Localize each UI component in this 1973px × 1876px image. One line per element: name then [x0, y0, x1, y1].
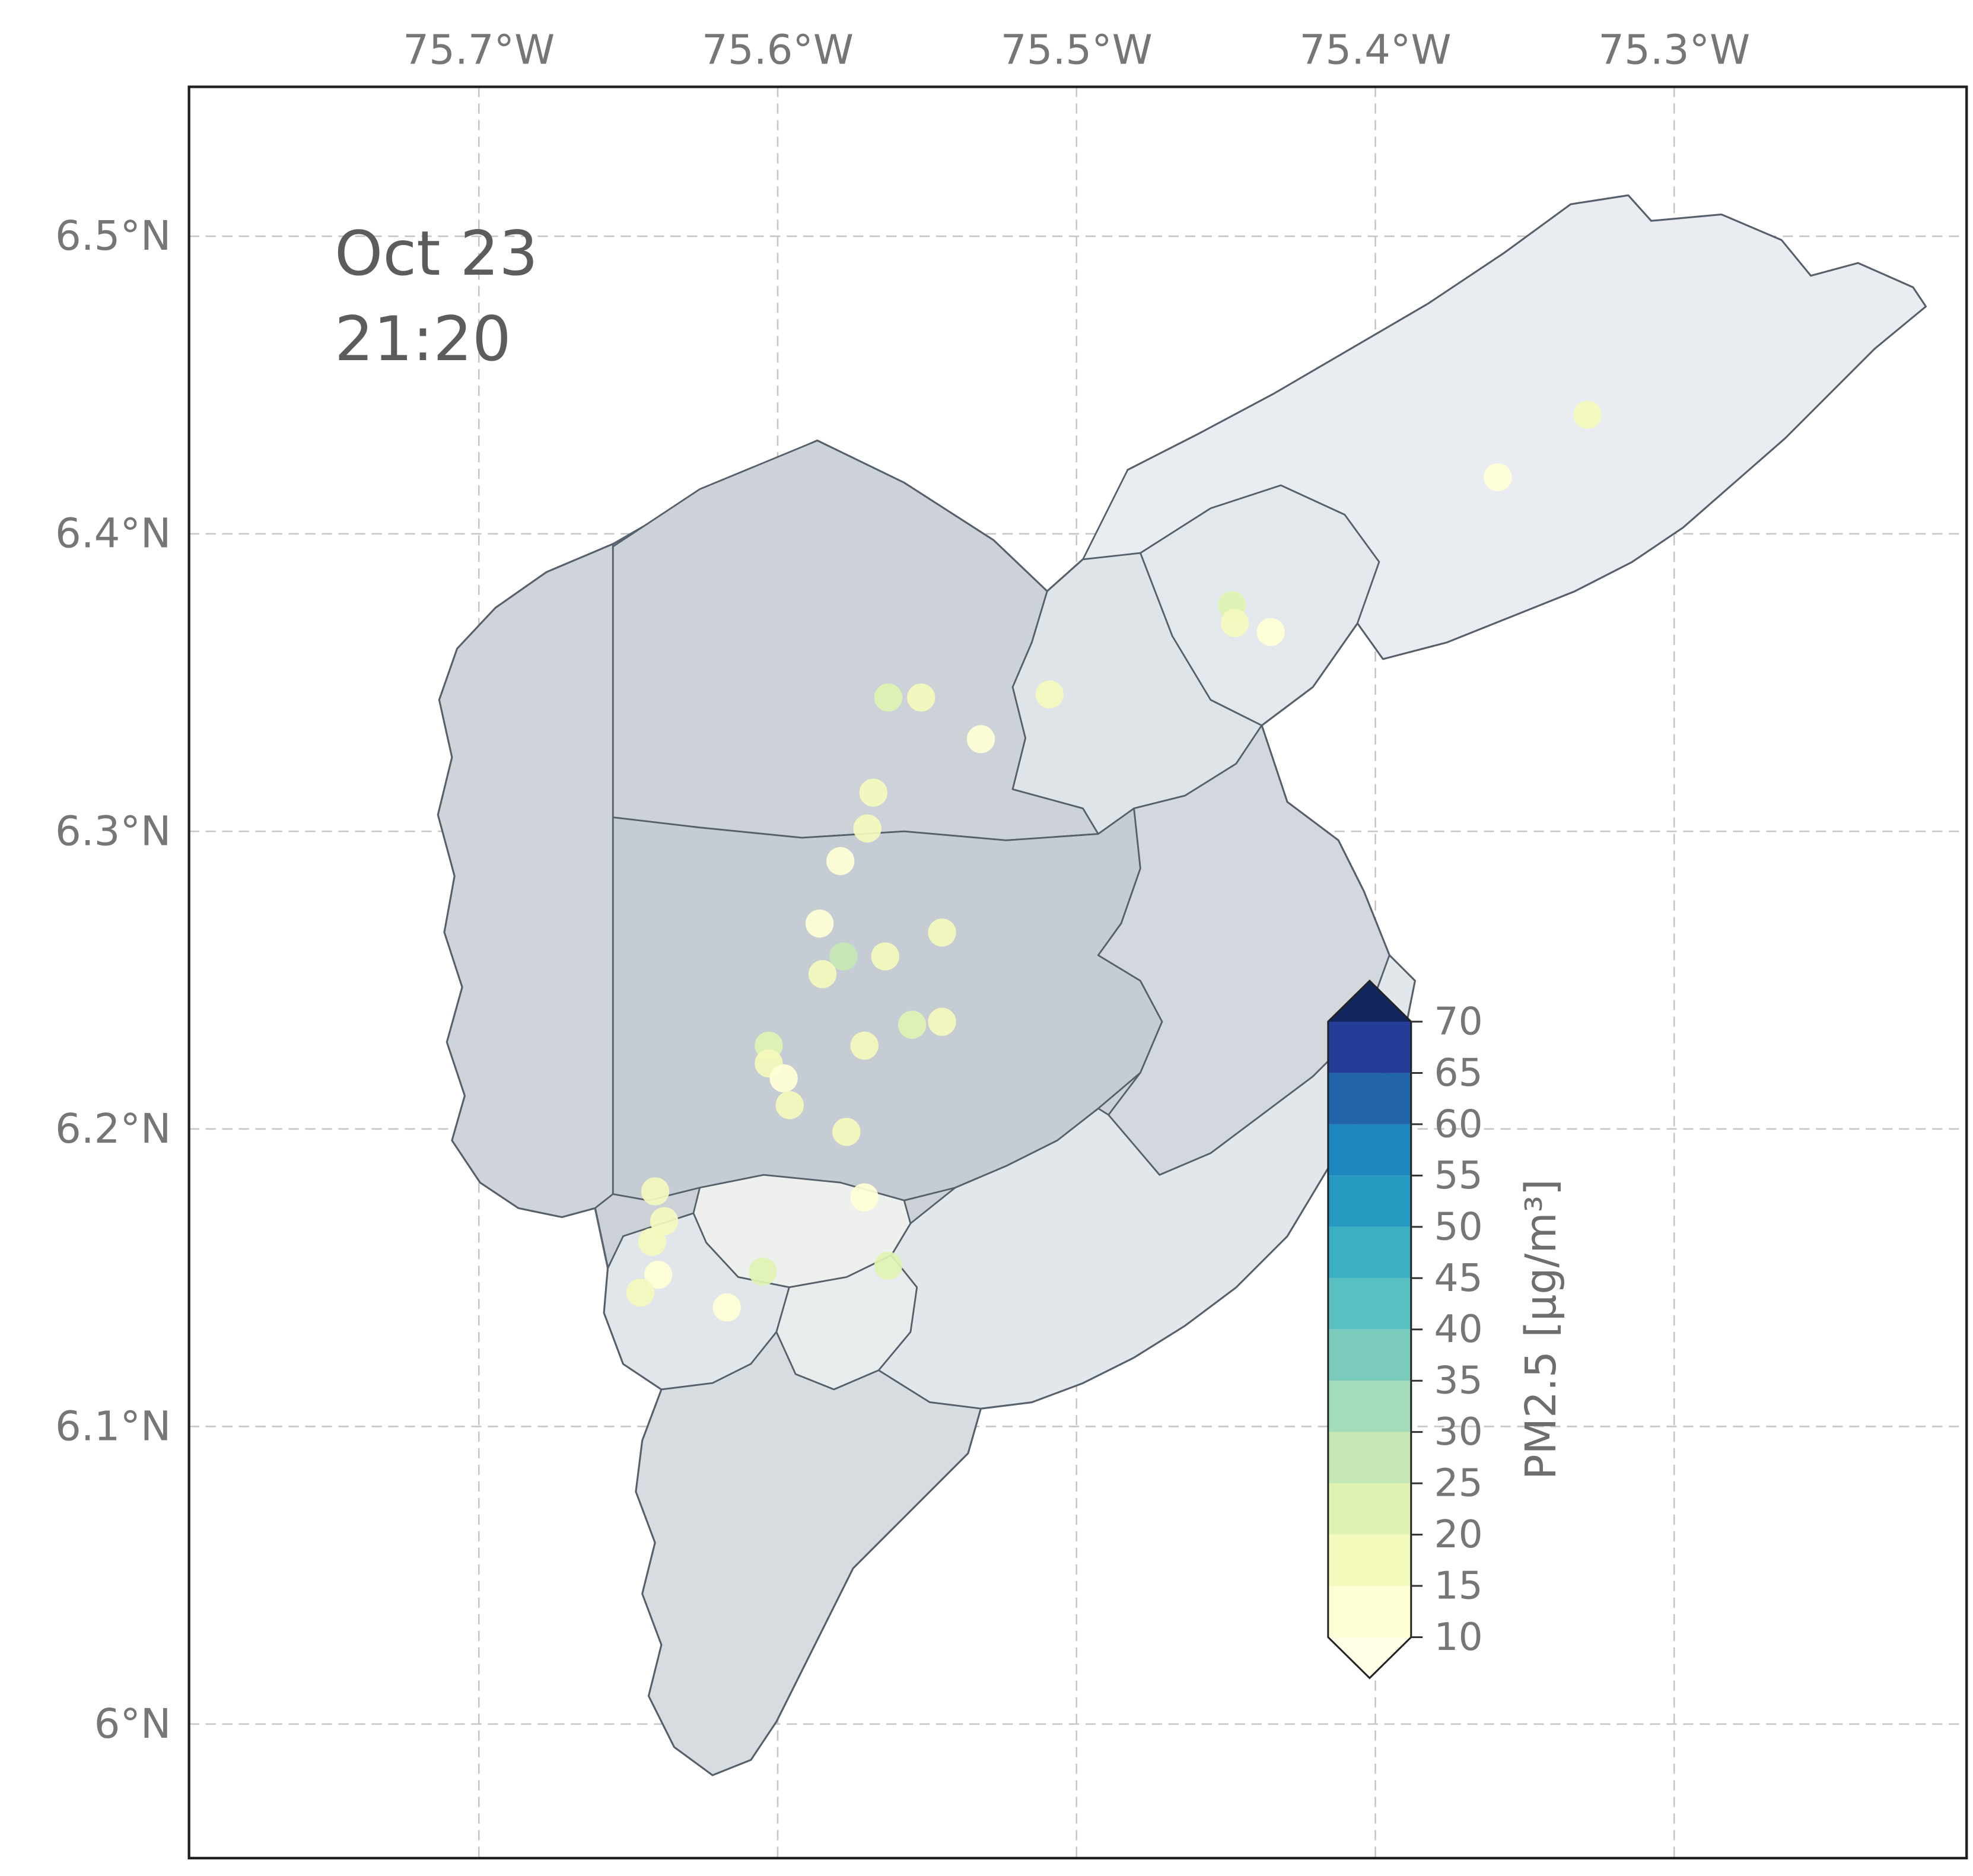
colorbar-under-arrow: [1328, 1637, 1411, 1678]
pm25-station-dot: [805, 909, 834, 938]
pm25-station-dot: [769, 1064, 798, 1093]
pm25-station-dot: [871, 942, 899, 971]
colorbar-segment: [1328, 1329, 1411, 1381]
pm25-station-dot: [966, 725, 995, 753]
map-region-south-tip: [635, 1331, 982, 1776]
colorbar-ticks: 70 65 60 55 50 45 40 35 30 25 20 15 10: [1411, 999, 1483, 1659]
lat-tick-label: 6.3°N: [55, 807, 171, 855]
colorbar-tick-label: 30: [1434, 1410, 1483, 1454]
colorbar: 70 65 60 55 50 45 40 35 30 25 20 15 10 PM2.5 [µg/m³]: [1327, 979, 1565, 1680]
axes-frame: [187, 85, 1968, 1860]
colorbar-segments: [1328, 981, 1411, 1678]
timestamp-time: 21:20: [335, 304, 511, 375]
colorbar-segment: [1328, 1175, 1411, 1227]
pm25-station-dot: [874, 683, 903, 712]
pm25-station-dot: [907, 683, 935, 712]
municipality-map: [437, 194, 1927, 1776]
pm25-station-dot: [650, 1207, 679, 1235]
colorbar-tick-label: 55: [1434, 1153, 1483, 1198]
map-region-northeast-arm: [1082, 194, 1927, 660]
pm25-station-dot: [644, 1260, 673, 1289]
latitude-axis: 6.5°N 6.4°N 6.3°N 6.2°N 6.1°N 6°N: [55, 212, 171, 1748]
colorbar-segment: [1328, 1073, 1411, 1124]
colorbar-tick-label: 50: [1434, 1204, 1483, 1249]
colorbar-tick-label: 15: [1434, 1564, 1483, 1608]
pm25-station-dot: [850, 1031, 879, 1060]
timestamp-date: Oct 23: [335, 218, 538, 290]
pm25-station-dot: [850, 1183, 879, 1212]
pm25-station-dot: [775, 1091, 804, 1120]
timestamp: Oct 23 21:20: [335, 218, 538, 375]
pm25-station-dot: [853, 814, 882, 842]
pm25-station-dot: [826, 847, 855, 876]
colorbar-segment: [1328, 1278, 1411, 1330]
colorbar-tick-label: 25: [1434, 1461, 1483, 1506]
pm25-scatter-layer: [626, 400, 1602, 1322]
lat-tick-label: 6.2°N: [55, 1105, 171, 1153]
lat-tick-label: 6.4°N: [55, 510, 171, 558]
colorbar-segment: [1328, 1226, 1411, 1279]
colorbar-tick-label: 40: [1434, 1307, 1483, 1352]
pm25-station-dot: [1573, 400, 1602, 429]
lat-tick-label: 6°N: [94, 1700, 171, 1748]
pm25-station-dot: [1484, 463, 1512, 492]
lat-tick-label: 6.5°N: [55, 212, 171, 260]
colorbar-segment: [1328, 1432, 1411, 1484]
lat-tick-label: 6.1°N: [55, 1403, 171, 1450]
colorbar-over-arrow: [1328, 981, 1411, 1022]
longitude-axis: 75.7°W 75.6°W 75.5°W 75.4°W 75.3°W: [403, 27, 1750, 74]
colorbar-tick-label: 65: [1434, 1051, 1483, 1095]
pm25-station-dot: [712, 1293, 742, 1322]
colorbar-segment: [1328, 1381, 1411, 1432]
pm25-station-dot: [928, 1007, 956, 1036]
pm25-station-dot: [898, 1010, 927, 1039]
pm25-station-dot: [749, 1257, 777, 1286]
colorbar-tick-label: 60: [1434, 1102, 1483, 1146]
colorbar-axis-label: PM2.5 [µg/m³]: [1516, 1179, 1565, 1480]
lon-tick-label: 75.3°W: [1598, 27, 1750, 74]
pm25-station-dot: [874, 1251, 903, 1280]
pm25-station-dot: [832, 1118, 861, 1146]
pm25-station-dot: [641, 1177, 670, 1206]
pm25-station-dot: [1035, 680, 1064, 709]
colorbar-tick-label: 35: [1434, 1359, 1483, 1403]
colorbar-tick-label: 10: [1434, 1615, 1483, 1659]
colorbar-tick-label: 45: [1434, 1256, 1483, 1301]
colorbar-segment: [1328, 1483, 1411, 1535]
pm25-station-dot: [626, 1279, 655, 1307]
map-region-west: [437, 543, 614, 1218]
lon-tick-label: 75.7°W: [403, 27, 555, 74]
lon-tick-label: 75.5°W: [1001, 27, 1153, 74]
colorbar-tick-label: 70: [1434, 999, 1483, 1044]
colorbar-segment: [1328, 1124, 1411, 1176]
colorbar-segment: [1328, 1586, 1411, 1637]
pm25-station-dot: [808, 960, 837, 988]
colorbar-segment: [1328, 1021, 1411, 1073]
pm25-station-dot: [1221, 609, 1249, 637]
pm25-station-dot: [1256, 618, 1285, 646]
pm25-station-dot: [638, 1228, 667, 1256]
pm25-station-dot: [829, 942, 858, 971]
pm25-station-dot: [928, 918, 956, 947]
pm25-station-dot: [859, 778, 887, 807]
lon-tick-label: 75.6°W: [702, 27, 854, 74]
colorbar-segment: [1328, 1534, 1411, 1586]
lon-tick-label: 75.4°W: [1300, 27, 1452, 74]
colorbar-tick-label: 20: [1434, 1512, 1483, 1557]
